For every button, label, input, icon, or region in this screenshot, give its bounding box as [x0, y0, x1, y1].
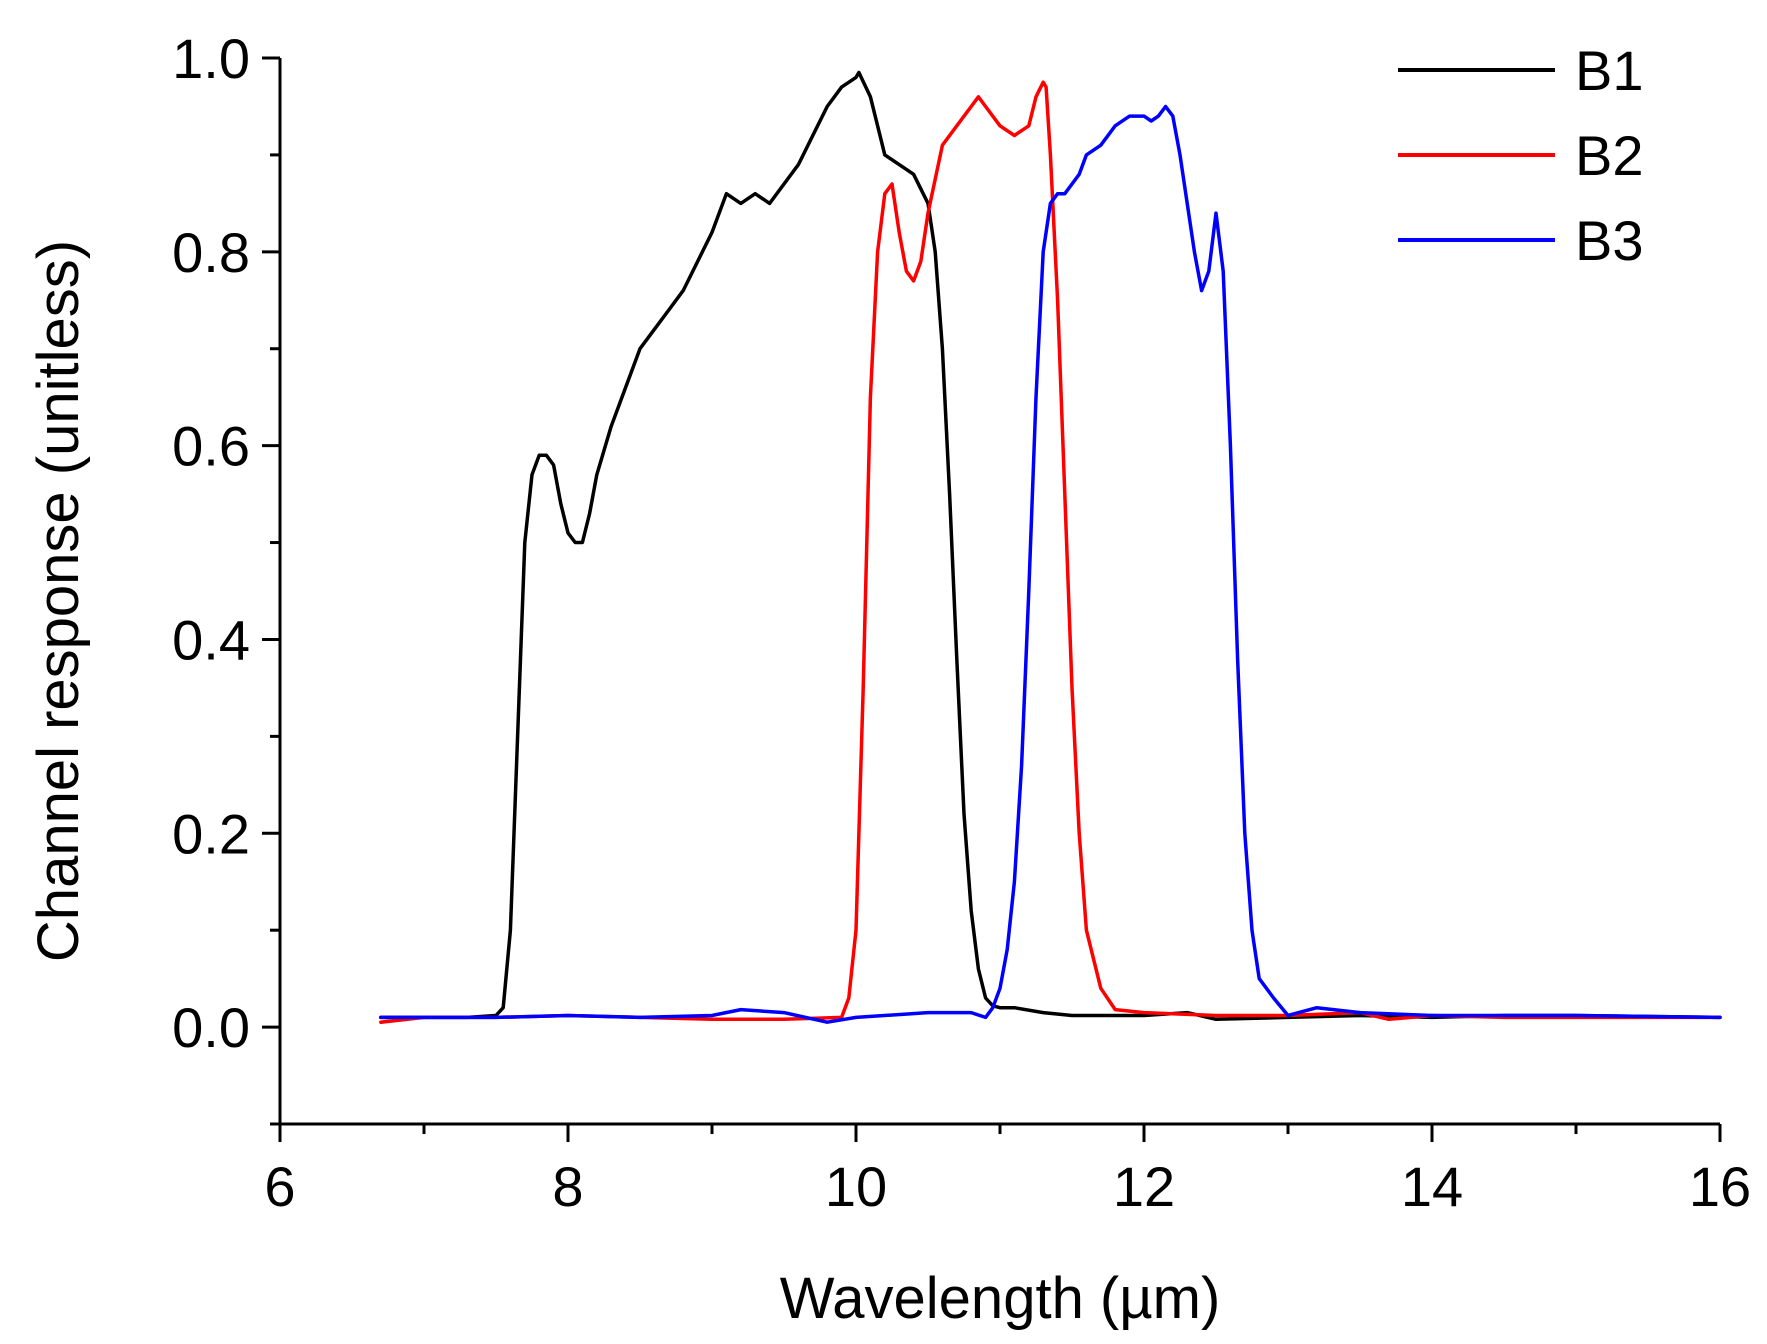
y-tick-label: 1.0 — [172, 27, 250, 90]
series-line-b1 — [379, 70, 1722, 1022]
x-tick-label: 8 — [552, 1155, 583, 1218]
x-tick-label: 10 — [825, 1155, 887, 1218]
axes-layer: 6 8 10 12 14 16 0.0 0.2 0.4 0.6 0.8 1.0 — [172, 27, 1751, 1218]
legend-label-b2: B2 — [1575, 124, 1644, 187]
series-line-b2 — [379, 80, 1722, 1024]
x-tick-label: 12 — [1113, 1155, 1175, 1218]
legend-label-b1: B1 — [1575, 39, 1644, 102]
y-axis-title: Channel response (unitless) — [26, 240, 91, 962]
series-layer — [379, 70, 1722, 1024]
series-line-b3 — [379, 104, 1722, 1024]
legend: B1 B2 B3 — [1398, 39, 1644, 272]
y-tick-label: 0.6 — [172, 415, 250, 478]
y-tick-label: 0.0 — [172, 996, 250, 1059]
x-tick-label: 6 — [264, 1155, 295, 1218]
y-tick-label: 0.2 — [172, 802, 250, 865]
legend-label-b3: B3 — [1575, 209, 1644, 272]
x-tick-label: 16 — [1689, 1155, 1751, 1218]
x-tick-label: 14 — [1401, 1155, 1463, 1218]
y-tick-label: 0.4 — [172, 608, 250, 671]
x-axis-title: Wavelength (µm) — [780, 1266, 1221, 1331]
y-tick-label: 0.8 — [172, 221, 250, 284]
